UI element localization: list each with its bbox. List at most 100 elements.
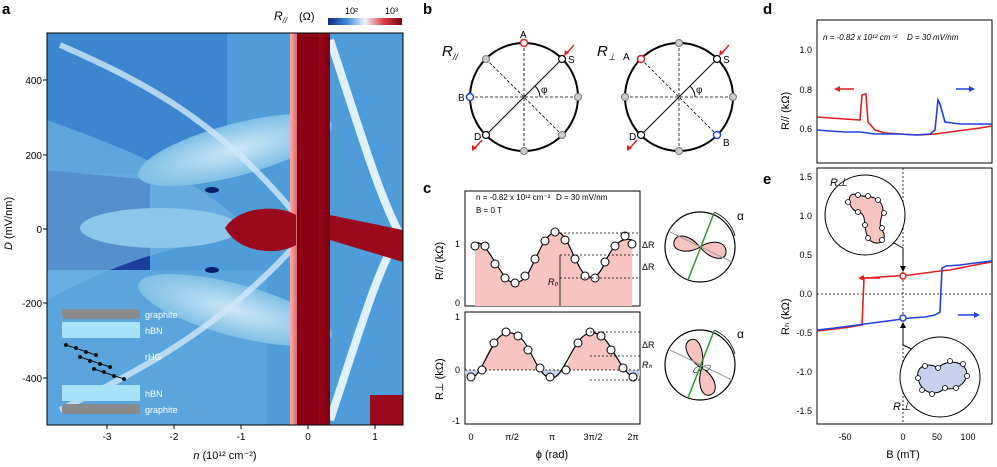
ytick: -400: [22, 374, 42, 385]
panel-label-a: a: [2, 1, 11, 18]
plot-d: n = -0.82 x 10¹² cm⁻² D = 30 mV/nm 1.0 0…: [780, 19, 993, 164]
xtick: 3π/2: [584, 432, 603, 442]
info-c-n: n = -0.82 x 10¹² cm⁻²: [476, 193, 551, 202]
plot-e: R⊥ R⊥ 1.5 1.0 0.5 0.0 -0.5 -1.0 -1.5 Rₕ …: [780, 167, 993, 461]
stack-label-hbn-top: hBN: [145, 326, 163, 336]
d-ytick: 0.8: [799, 85, 812, 95]
colorbar-label: R//: [274, 9, 288, 25]
stack-label-rhg: rHG: [145, 352, 162, 362]
stack-label-graphite-bottom: graphite: [145, 405, 178, 415]
xtick: 0: [305, 432, 311, 443]
delta-r-1: ΔR: [642, 240, 655, 250]
ytick: -1.5: [796, 406, 812, 416]
contact-d: D: [474, 132, 481, 143]
layer-stack: graphite hBN rHG hBN graphite: [62, 309, 178, 415]
panel-label-b: b: [423, 1, 432, 18]
panel-a-xticks: -3 -2 -1 0 1: [103, 432, 379, 443]
colorbar-tick-2: 10³: [385, 6, 398, 16]
xtick: π/2: [505, 432, 519, 442]
plot-c-bottom: ΔR Rₕ 1 0 -1 R⊥ (kΩ): [434, 311, 655, 426]
e-xlabel: B (mT): [886, 449, 920, 461]
d-ytick: 0.6: [799, 124, 812, 134]
panel-label-d: d: [763, 1, 772, 18]
ytick: 0.5: [799, 250, 812, 260]
rh-label: Rₕ: [642, 360, 652, 370]
info-c-b: B = 0 T: [476, 206, 502, 215]
ytick: -0.5: [796, 328, 812, 338]
xtick: 0: [468, 432, 473, 442]
stack-label-graphite-top: graphite: [145, 310, 178, 320]
delta-r-3: ΔR: [642, 340, 655, 350]
xtick: -50: [838, 432, 851, 442]
d-ytick: 1.0: [799, 45, 812, 55]
d-ylabel: R// (kΩ): [780, 92, 792, 130]
e-ylabel: Rₕ (kΩ): [780, 299, 792, 336]
c-bot-ytick-1: 1: [455, 312, 460, 322]
angle-phi: φ: [541, 85, 548, 96]
diagram-label-parallel: R//: [442, 43, 459, 62]
colorbar-unit: (Ω): [299, 11, 315, 23]
resistance-map: [47, 33, 403, 425]
contact-d-2: D: [629, 132, 636, 143]
ytick: 400: [25, 76, 42, 87]
c-bot-ytick-m1: -1: [452, 416, 460, 426]
contact-s: S: [568, 55, 575, 66]
info-d-d: D = 30 mV/nm: [907, 33, 959, 42]
xtick: -2: [170, 432, 179, 443]
panel-label-e: e: [763, 171, 771, 188]
xtick: 50: [932, 432, 942, 442]
contact-b: B: [458, 93, 465, 104]
panel-label-c: c: [423, 180, 431, 197]
c-top-ylabel: R// (kΩ): [434, 242, 446, 280]
colorbar-gradient: [328, 18, 402, 25]
ytick: 1.5: [799, 172, 812, 182]
stack-label-hbn-bottom: hBN: [145, 389, 163, 399]
xtick: 2π: [627, 432, 638, 442]
ytick: 0.0: [799, 289, 812, 299]
panel-a-ylabel: D(mV/nm): [3, 197, 15, 250]
contact-diagram-perpendicular: R⊥ φ A B S D: [597, 39, 737, 155]
alpha-label-2: α: [737, 327, 744, 341]
colorbar: R// (Ω) 10² 10³: [274, 6, 402, 25]
ytick: 1.0: [799, 211, 812, 221]
polar-inset-perpendicular: α: [664, 327, 744, 401]
ytick: 0: [36, 225, 42, 236]
panel-a-xlabel: n (10¹² cm⁻²): [193, 450, 256, 462]
contact-s-2: S: [723, 55, 730, 66]
colorbar-tick-1: 10²: [345, 6, 358, 16]
panel-e-xticks: -50 0 50 100: [838, 432, 975, 442]
contact-a-2: A: [623, 52, 630, 63]
contact-a: A: [520, 30, 527, 41]
xtick: π: [549, 432, 555, 442]
c-bot-ylabel: R⊥ (kΩ): [434, 358, 446, 400]
r0-label: R₀: [548, 277, 558, 287]
xtick: 0: [900, 432, 905, 442]
ytick: 200: [25, 151, 42, 162]
xtick: -1: [237, 432, 246, 443]
c-top-ytick-1: 1: [455, 239, 460, 249]
info-d-n: n = -0.82 x 10¹² cm⁻²: [823, 33, 898, 42]
inset-bottom-label: R⊥: [893, 401, 911, 413]
angle-phi-2: φ: [696, 85, 703, 96]
delta-r-2: ΔR: [642, 262, 655, 272]
xtick: -3: [103, 432, 112, 443]
xtick: 1: [372, 432, 378, 443]
panel-c-xticks: 0 π/2 π 3π/2 2π: [468, 432, 638, 442]
info-c-d: D = 30 mV/nm: [556, 193, 608, 202]
contact-b-2: B: [723, 138, 730, 149]
diagram-label-perpendicular: R⊥: [597, 43, 616, 62]
panel-e-yticks: 1.5 1.0 0.5 0.0 -0.5 -1.0 -1.5: [796, 172, 812, 416]
contact-diagram-parallel: R// φ A B S D: [442, 30, 582, 155]
inset-top-label: R⊥: [830, 177, 848, 189]
polar-inset-parallel: α: [664, 209, 744, 283]
alpha-label: α: [737, 209, 744, 223]
ytick: -1.0: [796, 367, 812, 377]
plot-c-top: D = 30 mV/nm n = -0.82 x 10¹² cm⁻² B = 0…: [434, 190, 655, 308]
panel-c-xlabel: ϕ (rad): [536, 449, 568, 461]
ytick: -200: [22, 299, 42, 310]
xtick: 100: [960, 432, 975, 442]
panel-a-yticks: 400 200 0 -200 -400: [22, 76, 42, 385]
c-bot-ytick-0: 0: [455, 365, 460, 375]
c-top-ytick-0: 0: [455, 298, 460, 308]
